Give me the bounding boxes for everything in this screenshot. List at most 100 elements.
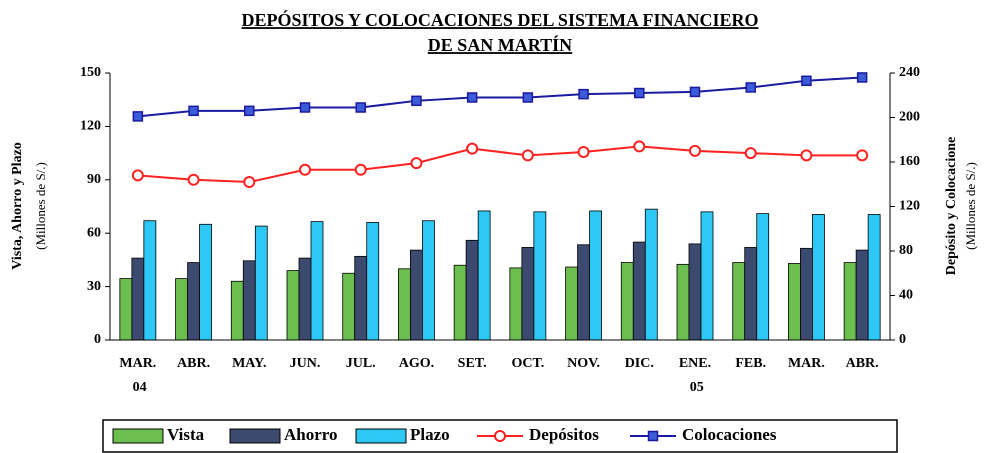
x-tick-label: ABR. bbox=[846, 356, 879, 371]
bar bbox=[732, 262, 746, 341]
legend-swatch bbox=[229, 428, 281, 444]
y2-tick-label: 240 bbox=[899, 65, 920, 80]
bar bbox=[521, 247, 535, 341]
legend-label: Plazo bbox=[410, 425, 450, 444]
marker bbox=[801, 75, 812, 87]
marker bbox=[521, 149, 534, 162]
marker bbox=[410, 157, 423, 170]
y2-axis-title: Depósito y Colocacione bbox=[944, 137, 959, 275]
bar bbox=[632, 241, 646, 341]
marker bbox=[466, 142, 479, 155]
bar bbox=[398, 268, 411, 341]
bar bbox=[867, 214, 881, 341]
legend-swatch bbox=[355, 428, 407, 444]
x-tick-label-line: ENE. bbox=[679, 356, 711, 371]
marker bbox=[355, 102, 366, 113]
bar bbox=[230, 280, 244, 341]
y2-tick-label: 160 bbox=[899, 154, 920, 169]
bar bbox=[577, 244, 590, 341]
y2-tick-label: 120 bbox=[899, 199, 920, 214]
bar bbox=[756, 213, 770, 341]
legend-marker bbox=[494, 430, 506, 442]
bar bbox=[131, 257, 145, 341]
legend-label: Ahorro bbox=[284, 425, 338, 444]
y-tick-label: 150 bbox=[80, 65, 101, 80]
bar bbox=[422, 220, 435, 341]
x-tick-label-line: 05 bbox=[686, 380, 704, 395]
bar bbox=[143, 220, 157, 341]
y-tick-label: 30 bbox=[87, 279, 101, 294]
bar bbox=[342, 272, 356, 341]
bar bbox=[354, 255, 368, 341]
bar bbox=[410, 249, 423, 341]
marker bbox=[299, 163, 311, 176]
legend-label: Colocaciones bbox=[682, 425, 777, 444]
x-tick-label: MAY. bbox=[232, 356, 266, 371]
marker bbox=[299, 102, 311, 113]
x-tick-label: NOV. bbox=[567, 356, 600, 371]
bar bbox=[644, 208, 658, 341]
x-tick-label: FEB. bbox=[735, 356, 766, 371]
bar bbox=[465, 239, 479, 341]
chart-title: DEPÓSITOS Y COLOCACIONES DEL SISTEMA FIN… bbox=[242, 9, 759, 30]
marker bbox=[354, 163, 367, 176]
marker bbox=[689, 86, 701, 98]
x-tick-label: MAR. 04 bbox=[119, 356, 156, 395]
x-tick-label: MAR. bbox=[788, 356, 825, 371]
bar bbox=[119, 278, 133, 341]
x-tick-label-line: 04 bbox=[129, 380, 147, 395]
marker bbox=[466, 92, 478, 103]
bar bbox=[800, 247, 813, 341]
marker bbox=[187, 173, 200, 186]
x-tick-label: JUN. bbox=[290, 356, 321, 371]
x-tick-label: ABR. bbox=[177, 356, 210, 371]
marker bbox=[633, 140, 646, 153]
legend-swatch bbox=[112, 428, 164, 444]
x-tick-label: SET. bbox=[458, 356, 487, 371]
y2-tick-label: 200 bbox=[899, 110, 920, 125]
bar bbox=[565, 266, 578, 341]
marker bbox=[800, 149, 813, 162]
marker bbox=[577, 145, 590, 158]
y-tick-label: 120 bbox=[80, 119, 101, 134]
y-tick-label: 90 bbox=[87, 172, 101, 187]
bar bbox=[187, 262, 200, 341]
bar bbox=[533, 211, 547, 341]
bar bbox=[199, 223, 212, 341]
marker bbox=[522, 92, 534, 103]
marker bbox=[856, 72, 868, 83]
y-axis-title: Vista, Ahorro y Plazo bbox=[10, 142, 25, 270]
bar bbox=[744, 247, 758, 341]
y2-tick-label: 80 bbox=[899, 243, 913, 258]
marker bbox=[244, 105, 255, 117]
bar bbox=[620, 262, 634, 341]
bar bbox=[812, 214, 825, 341]
marker bbox=[188, 105, 199, 117]
marker bbox=[745, 82, 756, 93]
bar bbox=[843, 262, 857, 341]
marker bbox=[132, 111, 144, 122]
y2-axis-subtitle: (Millones de S/.) bbox=[963, 162, 978, 250]
x-tick-label: JUL. bbox=[346, 356, 376, 371]
bar bbox=[688, 243, 702, 341]
bar bbox=[855, 249, 869, 341]
bar bbox=[175, 278, 188, 341]
y-tick-label: 0 bbox=[94, 332, 101, 347]
bar bbox=[453, 264, 467, 341]
bar bbox=[286, 270, 300, 341]
y2-tick-label: 40 bbox=[899, 288, 913, 303]
x-tick-label: OCT. bbox=[511, 356, 544, 371]
legend-label: Vista bbox=[167, 425, 205, 444]
marker bbox=[856, 149, 869, 162]
y-tick-label: 60 bbox=[87, 225, 101, 240]
x-tick-label: AGO. bbox=[399, 356, 434, 371]
bar bbox=[589, 210, 602, 341]
bar bbox=[676, 263, 690, 341]
marker bbox=[131, 169, 144, 182]
bar bbox=[788, 263, 801, 341]
line bbox=[137, 145, 863, 184]
marker bbox=[411, 95, 422, 107]
bar bbox=[310, 221, 324, 341]
y2-tick-label: 0 bbox=[899, 332, 906, 347]
